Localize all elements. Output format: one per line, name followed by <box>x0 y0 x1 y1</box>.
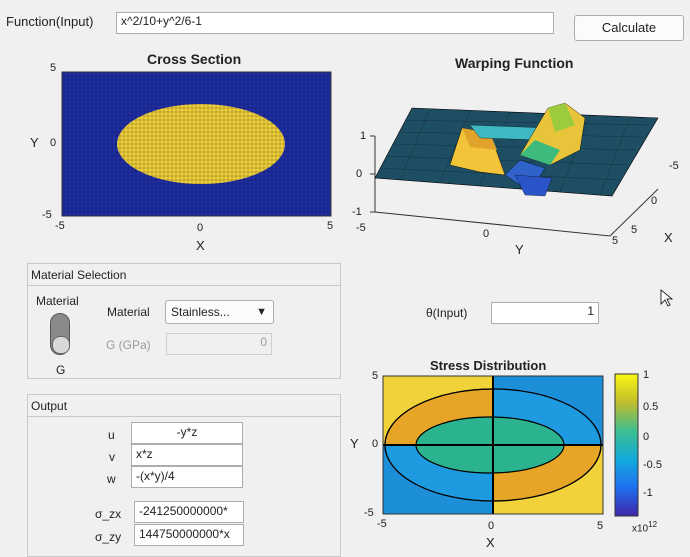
cross-section-xtick: -5 <box>55 220 65 232</box>
stress-ytick: -5 <box>364 507 374 519</box>
output-szy-label: σ_zy <box>95 530 122 544</box>
stress-xtick: -5 <box>377 518 387 530</box>
cross-section-xlabel: X <box>196 238 205 253</box>
colorbar-exponent-base: x10 <box>632 523 649 535</box>
material-toggle-switch[interactable] <box>50 313 70 355</box>
calculate-button[interactable]: Calculate <box>574 15 684 41</box>
warping-title: Warping Function <box>455 55 574 71</box>
output-u-label: u <box>108 428 115 442</box>
material-dropdown-label: Material <box>107 305 150 319</box>
colorbar-exponent-power: 12 <box>648 520 658 529</box>
cross-section-ytick: 0 <box>50 137 57 149</box>
g-gpa-label: G (GPa) <box>106 338 151 352</box>
material-selection-title: Material Selection <box>28 264 340 286</box>
stress-xlabel: X <box>486 535 495 550</box>
warping-xlabel: X <box>664 230 673 245</box>
material-selection-panel: Material Selection <box>27 263 341 379</box>
function-input-field[interactable]: x^2/10+y^2/6-1 <box>116 12 554 34</box>
output-u-value: -y*z <box>131 422 243 444</box>
output-panel: Output <box>27 394 341 557</box>
cross-section-xtick: 0 <box>197 222 204 234</box>
output-title: Output <box>28 395 340 417</box>
function-input-label: Function(Input) <box>6 14 94 29</box>
warping-xtick: 0 <box>651 195 658 207</box>
stress-xtick: 0 <box>488 520 495 532</box>
warping-xtick: -5 <box>669 160 679 172</box>
colorbar-tick: 1 <box>643 369 650 381</box>
colorbar-tick: 0 <box>643 431 650 443</box>
output-w-value: -(x*y)/4 <box>131 466 243 488</box>
cross-section-ylabel: Y <box>30 135 39 150</box>
colorbar-tick: -0.5 <box>643 459 662 471</box>
warping-ztick: -1 <box>352 206 362 218</box>
theta-label: θ(Input) <box>426 306 468 320</box>
material-dropdown[interactable]: Stainless... ▼ <box>165 300 274 324</box>
colorbar-tick: 0.5 <box>643 401 659 413</box>
colorbar-tick: -1 <box>643 487 653 499</box>
output-szx-label: σ_zx <box>95 507 122 521</box>
colorbar-exponent: x1012 <box>632 520 657 534</box>
warping-ytick: 5 <box>612 235 619 247</box>
warping-xtick: 5 <box>631 224 638 236</box>
cross-section-xtick: 5 <box>327 220 334 232</box>
output-szx-value: -241250000000* <box>134 501 244 523</box>
stress-ytick: 0 <box>372 438 379 450</box>
warping-ytick: 0 <box>483 228 490 240</box>
material-dropdown-value: Stainless... <box>171 305 230 319</box>
toggle-knob <box>52 336 70 354</box>
stress-ylabel: Y <box>350 436 359 451</box>
material-switch-label: Material <box>36 294 79 308</box>
cross-section-ytick: 5 <box>50 62 57 74</box>
material-switch-state: G <box>56 363 66 377</box>
theta-input-field[interactable]: 1 <box>491 302 599 324</box>
g-gpa-field[interactable]: 0 <box>166 333 272 355</box>
output-v-label: v <box>109 450 115 464</box>
output-w-label: w <box>107 472 116 486</box>
stress-ytick: 5 <box>372 370 379 382</box>
output-szy-value: 144750000000*x <box>134 524 244 546</box>
stress-title: Stress Distribution <box>430 358 547 373</box>
dropdown-arrow-icon: ▼ <box>256 306 267 318</box>
cross-section-ytick: -5 <box>42 209 52 221</box>
cross-section-title: Cross Section <box>147 51 242 67</box>
warping-ztick: 0 <box>356 168 363 180</box>
warping-ylabel: Y <box>515 242 524 257</box>
stress-xtick: 5 <box>597 520 604 532</box>
output-v-value: x*z <box>131 444 243 466</box>
warping-ztick: 1 <box>360 130 367 142</box>
warping-ytick: -5 <box>356 222 366 234</box>
